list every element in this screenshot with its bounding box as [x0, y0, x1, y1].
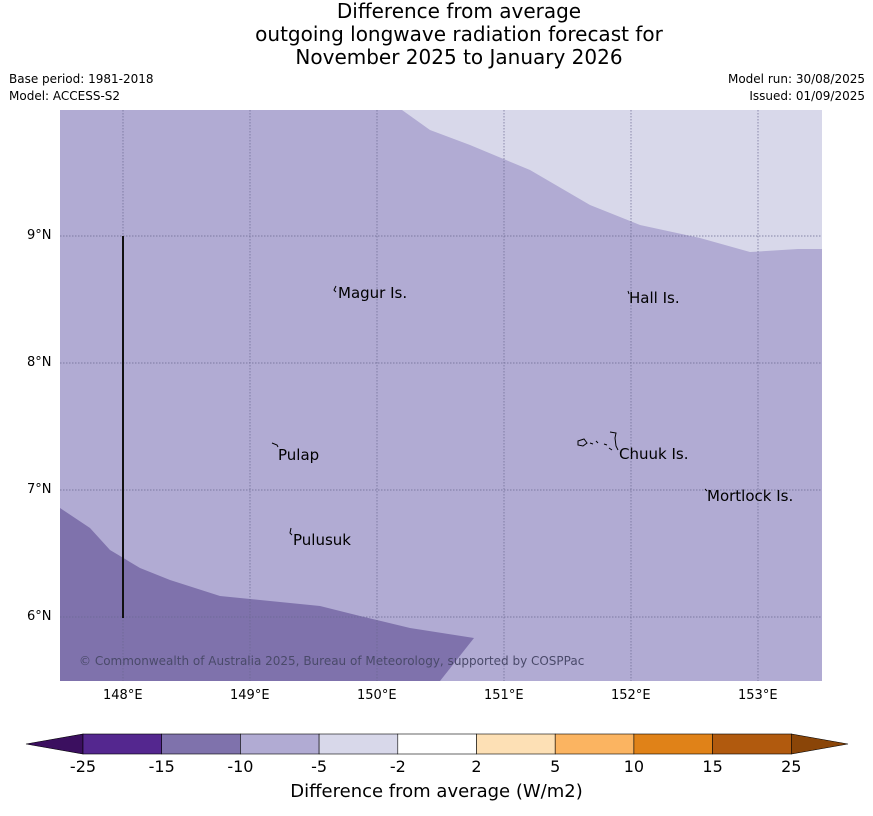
colorbar-tick-label: 2: [471, 757, 482, 776]
title-line-2: outgoing longwave radiation forecast for: [255, 22, 663, 46]
colorbar-tick-label: -2: [389, 757, 406, 776]
model-name: Model: ACCESS-S2: [9, 89, 121, 103]
lon-label-151e: 151°E: [484, 688, 524, 703]
colorbar-swatch-6: [476, 733, 556, 755]
anomaly-region-minus2-to-minus5: [402, 110, 822, 252]
lat-label-9n: 9°N: [27, 228, 52, 243]
colorbar-extend-high: [790, 733, 849, 755]
lon-label-150e: 150°E: [357, 688, 397, 703]
colorbar-swatch-5: [397, 733, 477, 755]
title-line-1: Difference from average: [336, 0, 582, 23]
colorbar-tick-label: -5: [311, 757, 328, 776]
place-magur: Magur Is.: [338, 284, 408, 302]
pulap-island-shape: [271, 442, 279, 448]
chuuk-lagoon-shape: [577, 431, 619, 451]
meta-left: Base period: 1981-2018 Model: ACCESS-S2: [9, 71, 154, 105]
map-canvas: [60, 110, 822, 681]
colorbar-tick-label: 25: [781, 757, 802, 776]
colorbar-tick-label: -10: [227, 757, 254, 776]
base-period: Base period: 1981-2018: [9, 72, 154, 86]
colorbar-swatch-4: [318, 733, 399, 755]
hall-island-shape: [627, 290, 630, 295]
lon-label-149e: 149°E: [230, 688, 270, 703]
colorbar-swatch-2: [161, 733, 241, 755]
place-chuuk: Chuuk Is.: [619, 445, 689, 463]
colorbar-swatch-7: [554, 733, 635, 755]
place-mortlock: Mortlock Is.: [707, 487, 794, 505]
copyright-notice: © Commonwealth of Australia 2025, Bureau…: [79, 654, 585, 668]
place-pulap: Pulap: [278, 446, 320, 464]
place-pulusuk: Pulusuk: [293, 531, 351, 549]
lon-label-153e: 153°E: [738, 688, 778, 703]
colorbar-swatch-9: [712, 733, 792, 755]
meta-right: Model run: 30/08/2025 Issued: 01/09/2025: [728, 71, 865, 105]
lat-label-7n: 7°N: [27, 482, 52, 497]
place-hall: Hall Is.: [629, 289, 680, 307]
anomaly-region-minus10-to-minus15: [60, 508, 474, 681]
colorbar-tick-label: -25: [69, 757, 97, 776]
map-panel[interactable]: [60, 110, 822, 681]
mortlock-island-shape: [704, 488, 708, 492]
issued-date: Issued: 01/09/2025: [749, 89, 865, 103]
model-run: Model run: 30/08/2025: [727, 72, 865, 86]
colorbar-swatch-8: [633, 733, 713, 755]
map-title: Difference from average outgoing longwav…: [0, 0, 873, 69]
colorbar-swatch-1: [82, 733, 162, 755]
colorbar-extend-low: [25, 733, 84, 755]
lon-label-148e: 148°E: [103, 688, 143, 703]
title-line-3: November 2025 to January 2026: [295, 45, 623, 69]
colorbar-tick-label: 10: [623, 757, 645, 776]
colorbar-swatch-3: [240, 733, 320, 755]
lat-label-8n: 8°N: [27, 355, 52, 370]
colorbar-label: Difference from average (W/m2): [290, 781, 583, 802]
colorbar-tick-label: 15: [702, 757, 723, 776]
island-outlines: [271, 285, 708, 536]
magur-island-shape: [333, 285, 337, 293]
colorbar: [25, 733, 849, 755]
colorbar-tick-label: -15: [148, 757, 175, 776]
lat-label-6n: 6°N: [27, 609, 52, 624]
lon-label-152e: 152°E: [611, 688, 651, 703]
colorbar-tick-label: 5: [550, 757, 561, 776]
pulusuk-island-shape: [289, 527, 293, 536]
